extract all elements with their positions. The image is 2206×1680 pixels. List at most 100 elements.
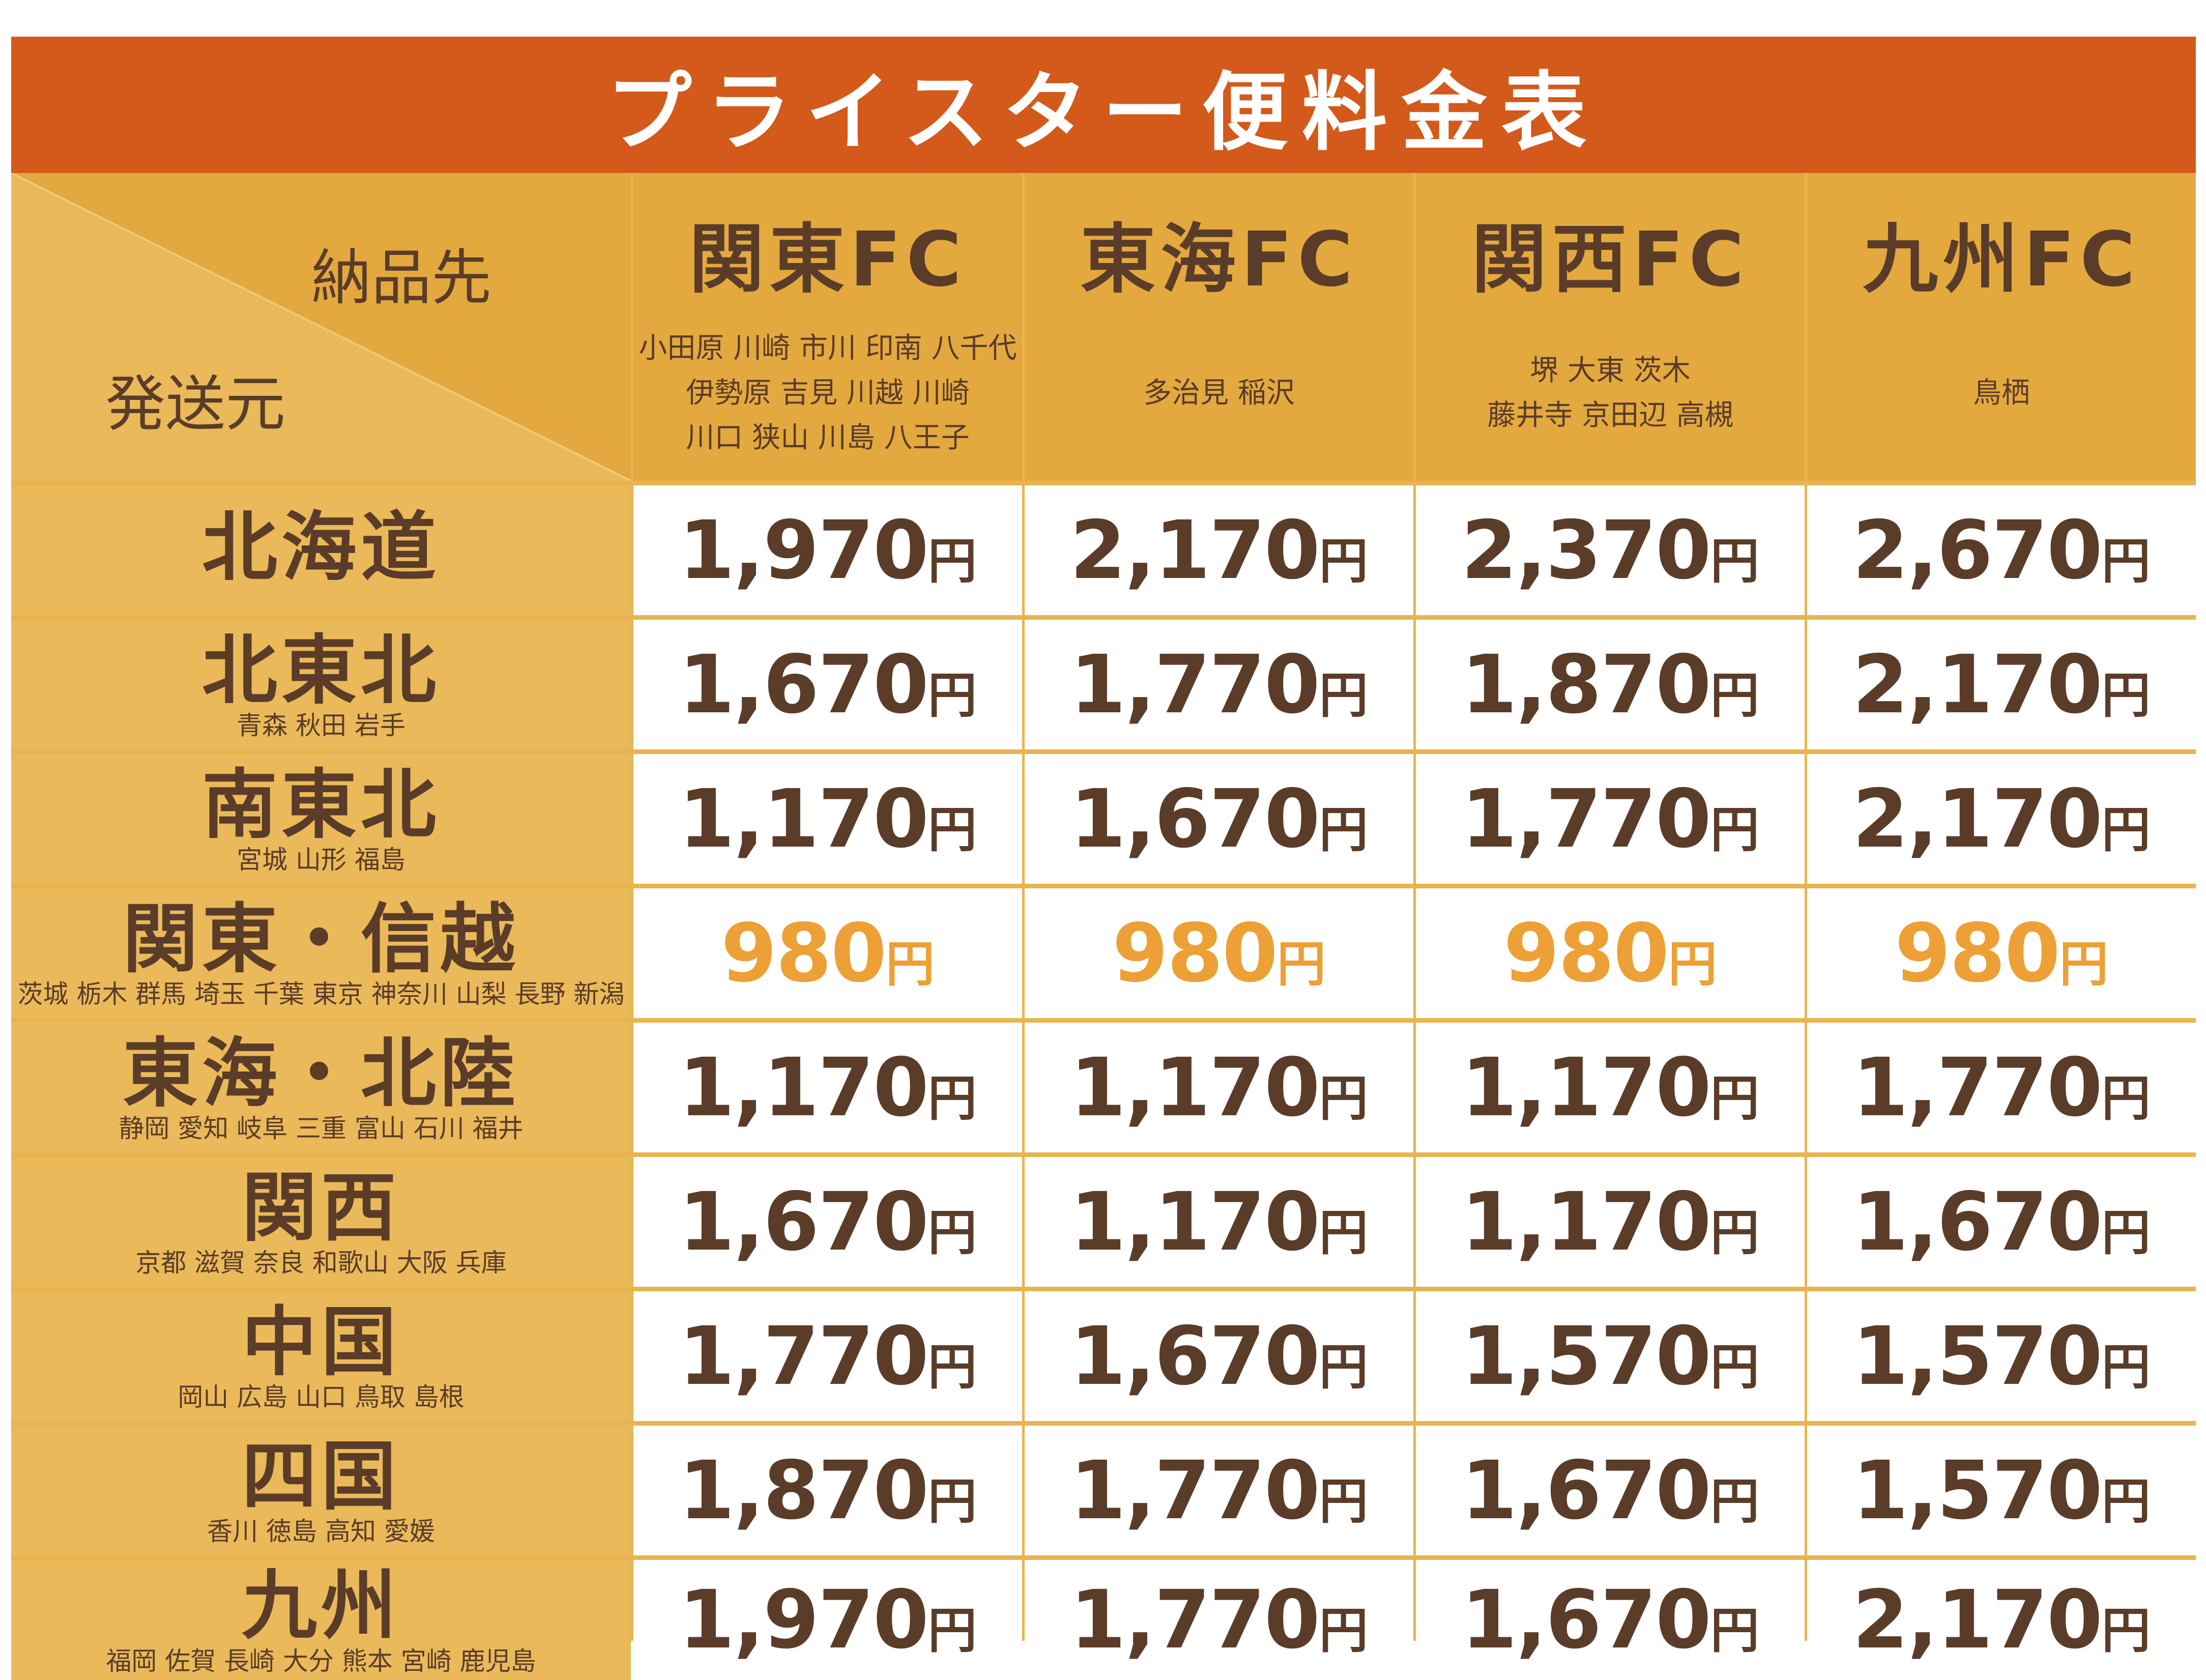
- row-header-prefectures: 宮城 山形 福島: [237, 845, 405, 875]
- column-header: 九州FC 鳥栖: [1807, 173, 2196, 481]
- price-value: 980円: [1112, 907, 1326, 1000]
- price-value: 1,170円: [1070, 1041, 1368, 1135]
- price-amount: 1,570: [1852, 1443, 2103, 1538]
- row-header: 南東北 宮城 山形 福島: [11, 754, 631, 884]
- price-unit: 円: [2101, 1338, 2151, 1396]
- price-amount: 2,370: [1461, 503, 1711, 597]
- row-header-prefectures: 岡山 広島 山口 鳥取 島根: [178, 1382, 465, 1412]
- price-amount: 1,670: [679, 1175, 929, 1269]
- row-header: 四国 香川 徳島 高知 愛媛: [11, 1426, 631, 1555]
- price-cell: 1,870円: [1416, 620, 1805, 749]
- row-header-name: 関東・信越: [123, 895, 519, 983]
- price-unit: 円: [1276, 935, 1326, 993]
- price-cell: 1,170円: [1416, 1023, 1805, 1152]
- price-amount: 1,770: [1070, 1573, 1320, 1667]
- price-value: 1,770円: [679, 1310, 977, 1403]
- price-cell: 1,170円: [1025, 1157, 1413, 1287]
- price-cell: 1,770円: [1416, 754, 1805, 884]
- price-value: 1,670円: [1070, 772, 1368, 866]
- price-cell: 980円: [633, 888, 1022, 1018]
- price-value: 1,870円: [1461, 638, 1759, 732]
- row-header-name: 北海道: [202, 504, 440, 592]
- price-amount: 1,970: [679, 1573, 929, 1667]
- row-header: 関東・信越 茨城 栃木 群馬 埼玉 千葉 東京 神奈川 山梨 長野 新潟: [11, 888, 631, 1018]
- price-cell: 980円: [1025, 888, 1413, 1018]
- price-cell: 1,670円: [1025, 1291, 1413, 1421]
- row-header-prefectures: 静岡 愛知 岐阜 三重 富山 石川 福井: [119, 1114, 524, 1144]
- row-header: 中国 岡山 広島 山口 鳥取 島根: [11, 1291, 631, 1421]
- price-cell: 1,970円: [633, 485, 1022, 615]
- price-cell: 1,170円: [1416, 1157, 1805, 1287]
- price-amount: 1,870: [1461, 638, 1711, 732]
- page-title: プライスター便料金表: [606, 62, 1601, 162]
- price-value: 1,670円: [679, 638, 977, 732]
- price-amount: 2,170: [1070, 503, 1320, 597]
- price-amount: 1,870: [679, 1443, 929, 1538]
- column-header-cities: 小田原 川崎 市川 印南 八千代 伊勢原 吉見 川越 川崎 川口 狭山 川島 八王子: [633, 326, 1022, 460]
- price-unit: 円: [927, 801, 977, 858]
- price-value: 1,170円: [679, 1041, 977, 1135]
- row-header-prefectures: 青森 秋田 岩手: [237, 711, 405, 741]
- price-unit: 円: [1710, 667, 1759, 724]
- price-value: 1,170円: [1070, 1175, 1368, 1269]
- price-cell: 1,770円: [1025, 1560, 1413, 1680]
- price-cell: 1,670円: [1807, 1157, 2196, 1287]
- column-header-name: 九州FC: [1863, 216, 2140, 303]
- price-cell: 2,170円: [1025, 485, 1413, 615]
- column-header-name: 関西FC: [1471, 216, 1749, 303]
- column-header-name: 東海FC: [1080, 216, 1358, 303]
- column-city-line: 藤井寺 京田辺 高槻: [1487, 398, 1733, 432]
- price-amount: 1,770: [1852, 1040, 2103, 1135]
- price-value: 1,970円: [679, 1573, 977, 1667]
- price-cell: 1,170円: [633, 754, 1022, 884]
- price-value: 2,170円: [1852, 772, 2151, 866]
- row-header: 北東北 青森 秋田 岩手: [11, 620, 631, 749]
- price-value: 1,770円: [1070, 638, 1368, 732]
- price-amount: 2,170: [1852, 772, 2103, 866]
- price-cell: 980円: [1416, 888, 1805, 1018]
- column-header-name: 関東FC: [689, 216, 967, 303]
- price-cell: 1,170円: [633, 1023, 1022, 1152]
- price-amount: 1,170: [679, 1040, 929, 1135]
- price-cell: 1,670円: [1416, 1426, 1805, 1555]
- price-value: 1,870円: [679, 1444, 977, 1538]
- price-amount: 1,770: [1070, 638, 1320, 732]
- price-unit: 円: [1319, 1602, 1368, 1659]
- price-unit: 円: [2101, 1069, 2151, 1127]
- price-value: 2,370円: [1461, 504, 1759, 597]
- price-unit: 円: [1710, 1602, 1759, 1659]
- row-header: 東海・北陸 静岡 愛知 岐阜 三重 富山 石川 福井: [11, 1023, 631, 1152]
- price-value: 2,170円: [1070, 504, 1368, 597]
- price-unit: 円: [1710, 1472, 1759, 1530]
- price-value: 1,570円: [1852, 1444, 2151, 1538]
- row-header-name: 九州: [242, 1562, 400, 1650]
- price-unit: 円: [927, 1338, 977, 1396]
- price-amount: 2,170: [1852, 638, 2103, 732]
- price-cell: 1,570円: [1416, 1291, 1805, 1421]
- column-city-line: 小田原 川崎 市川 印南 八千代: [638, 331, 1017, 365]
- price-cell: 1,870円: [633, 1426, 1022, 1555]
- price-unit: 円: [927, 532, 977, 590]
- price-unit: 円: [1710, 1338, 1759, 1396]
- price-amount: 1,770: [679, 1309, 929, 1403]
- price-cell: 2,170円: [1807, 1560, 2196, 1680]
- price-value: 1,670円: [1070, 1310, 1368, 1403]
- price-value: 1,770円: [1461, 772, 1759, 866]
- destination-label: 納品先: [311, 243, 492, 313]
- price-unit: 円: [1710, 1069, 1759, 1127]
- price-unit: 円: [1319, 1204, 1368, 1261]
- price-value: 2,170円: [1852, 638, 2151, 732]
- price-unit: 円: [1710, 532, 1759, 590]
- price-amount: 980: [1503, 906, 1669, 1000]
- price-unit: 円: [2101, 1472, 2151, 1530]
- price-unit: 円: [2101, 1602, 2151, 1659]
- price-amount: 1,170: [1461, 1040, 1711, 1135]
- price-unit: 円: [927, 1472, 977, 1530]
- price-amount: 1,770: [1070, 1443, 1320, 1538]
- price-amount: 1,170: [679, 772, 929, 866]
- price-value: 2,170円: [1852, 1573, 2151, 1667]
- price-cell: 2,170円: [1807, 620, 2196, 749]
- price-value: 980円: [721, 907, 935, 1000]
- price-unit: 円: [927, 1204, 977, 1261]
- row-header-name: 関西: [242, 1164, 400, 1252]
